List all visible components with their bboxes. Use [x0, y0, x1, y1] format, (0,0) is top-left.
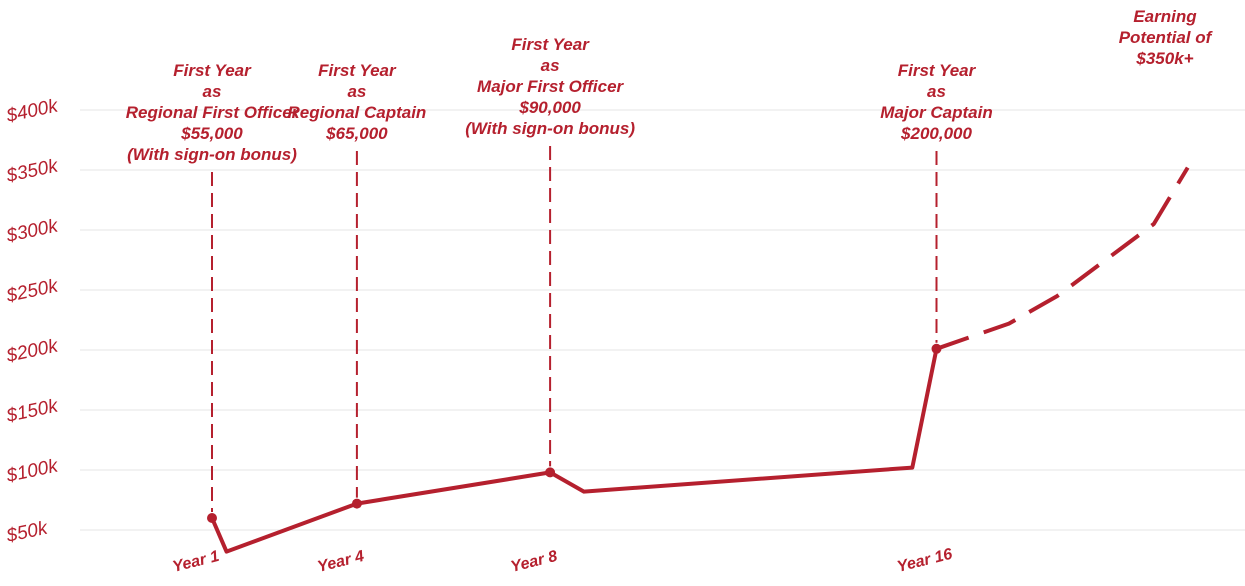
annotation-line: First Year — [898, 61, 977, 80]
data-markers — [207, 343, 942, 523]
annotation-line: $65,000 — [325, 124, 388, 143]
annotation-line: as — [203, 82, 222, 101]
annotation-line: $200,000 — [900, 124, 972, 143]
data-point-marker — [545, 467, 556, 478]
annotations: First Year as Regional First Officer $55,00… — [126, 7, 1214, 164]
annotation-label: First Year as Major First Officer $90,000 (W… — [465, 35, 635, 138]
annotation-line: Regional First Officer — [126, 103, 300, 122]
annotation-line: as — [927, 82, 946, 101]
y-tick-label: $300k — [4, 215, 61, 247]
x-tick-label: Year 1 — [171, 548, 221, 576]
data-point-marker — [931, 343, 942, 354]
annotation-line: (With sign-on bonus) — [465, 119, 635, 138]
x-axis-ticks: Year 1 Year 4 Year 8 Year 16 — [171, 546, 954, 576]
annotation-line: Regional Captain — [287, 103, 426, 122]
annotation-line: (With sign-on bonus) — [127, 145, 297, 164]
annotation-line: Earning — [1133, 7, 1197, 26]
y-axis-ticks: $400k $350k $300k $250k $200k $150k $100k $50k — [4, 95, 61, 547]
annotation-line: Potential of — [1119, 28, 1214, 47]
annotation-line: First Year — [318, 61, 397, 80]
annotation-label: First Year as Regional First Officer $55,00… — [126, 61, 300, 164]
y-tick-label: $200k — [4, 335, 61, 367]
y-tick-label: $100k — [4, 455, 61, 487]
annotation-line: $90,000 — [518, 98, 581, 117]
annotation-line: $350k+ — [1135, 49, 1193, 68]
y-tick-label: $50k — [4, 517, 51, 547]
annotation-line: Major First Officer — [477, 77, 624, 96]
series-lines — [210, 166, 1190, 554]
x-tick-label: Year 16 — [895, 546, 954, 576]
gridlines — [80, 109, 1245, 531]
y-tick-label: $150k — [4, 395, 61, 427]
earnings-line — [210, 348, 939, 554]
y-tick-label: $350k — [4, 155, 61, 187]
annotation-leaders — [211, 146, 938, 512]
annotation-label: First Year as Regional Captain $65,000 — [287, 61, 426, 143]
annotation-label: First Year as Major Captain $200,000 — [880, 61, 992, 143]
annotation-line: First Year — [511, 35, 590, 54]
annotation-line: First Year — [173, 61, 252, 80]
data-point-marker — [351, 498, 362, 509]
x-tick-label: Year 4 — [316, 548, 366, 576]
data-point-marker — [207, 513, 217, 523]
annotation-label: Earning Potential of $350k+ — [1119, 7, 1214, 68]
projected-earnings-line — [935, 166, 1190, 351]
annotation-line: as — [347, 82, 366, 101]
y-tick-label: $250k — [4, 275, 61, 307]
y-tick-label: $400k — [4, 95, 61, 127]
annotation-line: as — [541, 56, 560, 75]
x-tick-label: Year 8 — [509, 548, 559, 576]
annotation-line: $55,000 — [180, 124, 243, 143]
annotation-line: Major Captain — [880, 103, 992, 122]
